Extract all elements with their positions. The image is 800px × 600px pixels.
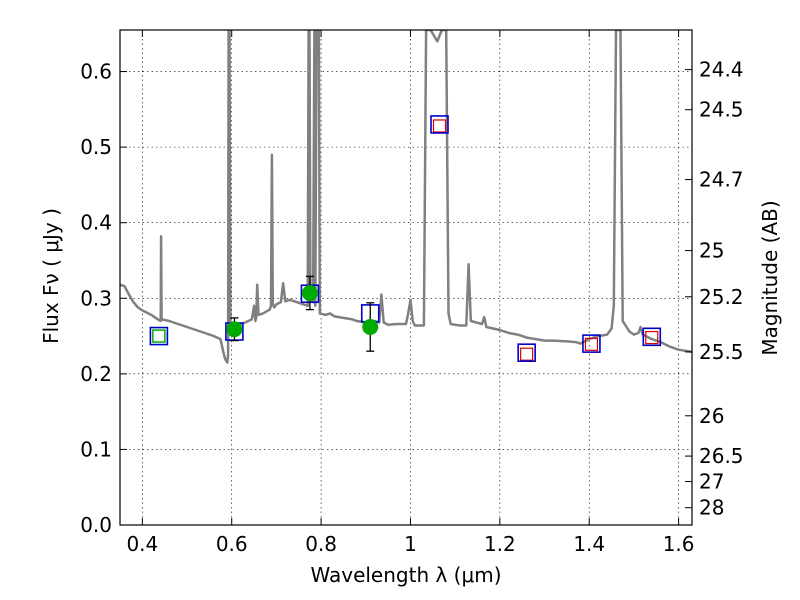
y2-tick-label: 26 [699,404,724,428]
model-photometry-marker [642,327,662,347]
x-tick-label: 0.8 [305,532,337,556]
model-photometry-marker [149,326,169,346]
y-axis-label: Flux Fν ( μJy ) [39,208,63,344]
model-photometry-marker [517,343,536,362]
y2-tick-label: 24.7 [699,168,744,192]
y2-tick-label: 24.5 [699,98,744,122]
x-tick-label: 0.6 [216,532,248,556]
tick-labels: 0.4 0.6 0.8 1 1.2 1.4 1.6 0.0 0.1 0.2 0.3 0.4 0.5 0.6… [80,58,743,556]
model-photometry-marker [430,115,449,134]
y-tick-label: 0.6 [80,60,112,84]
spectrum-layer [120,30,692,364]
y2-tick-label: 27 [699,470,724,494]
predicted-marker [520,347,534,361]
upper-limit-marker [152,329,166,343]
x-tick-label: 1 [404,532,417,556]
observed-point [301,284,318,301]
predicted-marker [645,330,659,345]
grid [120,30,692,526]
y-tick-label: 0.2 [80,362,112,386]
y2-axis-label: Magnitude (AB) [758,200,782,355]
marker-layer [149,115,662,362]
y-tick-label: 0.5 [80,135,112,159]
x-tick-label: 0.4 [126,532,158,556]
y2-tick-label: 24.4 [699,58,744,82]
y2-tick-label: 25.2 [699,285,744,309]
y2-tick-label: 25 [699,239,724,263]
plot-frame [119,29,693,526]
observed-point [362,319,379,335]
predicted-marker [584,337,599,351]
y-tick-label: 0.3 [80,286,112,310]
x-tick-label: 1.6 [663,532,695,556]
predicted-marker [432,119,447,133]
spectrum-line [120,30,692,364]
x-tick-label: 1.4 [573,532,605,556]
y-tick-label: 0.1 [80,437,112,461]
model-photometry-marker [582,334,601,353]
y-tick-label: 0.0 [80,513,112,537]
y2-tick-label: 28 [699,496,724,520]
x-tick-label: 1.2 [484,532,516,556]
x-axis-label: Wavelength λ (μm) [310,563,501,587]
ticks [120,30,692,526]
y2-tick-label: 26.5 [699,444,744,468]
observed-point [226,321,243,338]
y2-tick-label: 25.5 [699,340,744,364]
y-tick-label: 0.4 [80,211,112,235]
